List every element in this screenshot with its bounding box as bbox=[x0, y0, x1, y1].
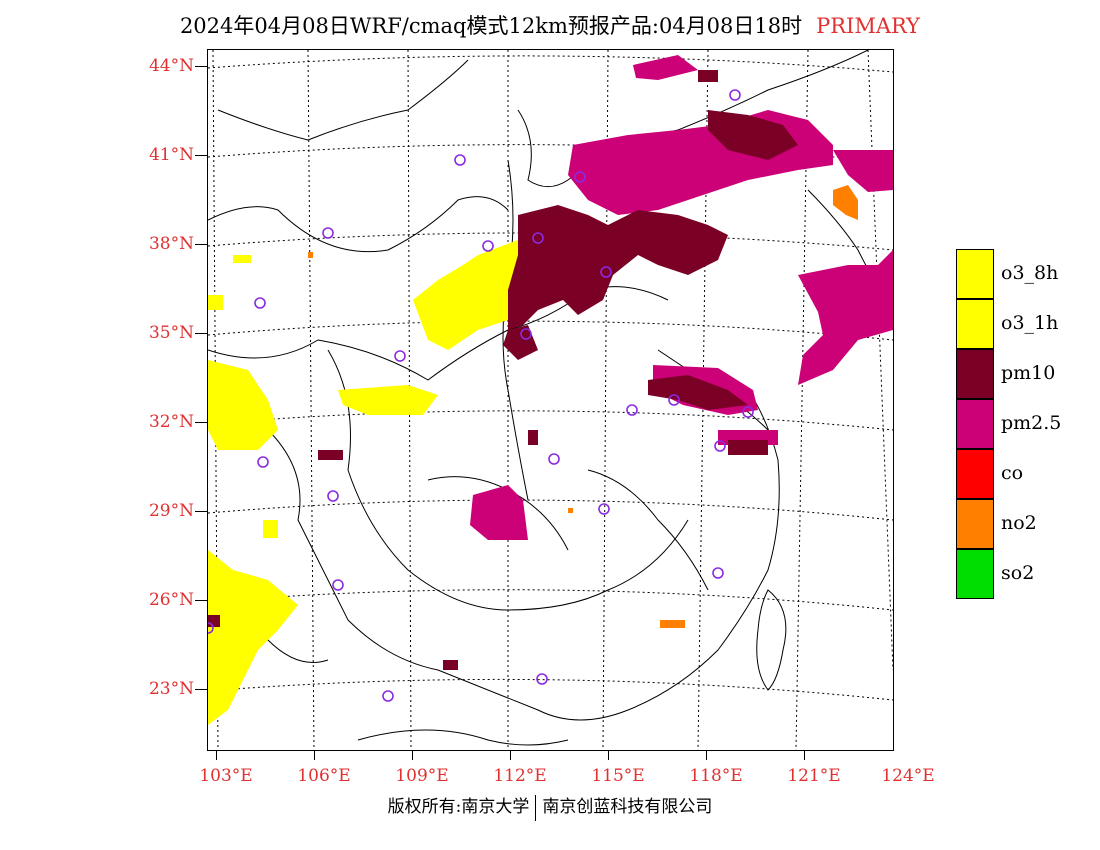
lat-tick bbox=[195, 333, 207, 334]
legend-swatch bbox=[956, 499, 994, 549]
legend-swatch bbox=[956, 549, 994, 599]
station-markers bbox=[208, 89, 754, 702]
lat-label-38: 38°N bbox=[148, 234, 194, 254]
lon-tick bbox=[510, 750, 511, 760]
no2-patches bbox=[308, 185, 858, 628]
lon-label-124: 124°E bbox=[881, 766, 935, 786]
footer-divider bbox=[535, 794, 537, 821]
lon-tick bbox=[608, 750, 609, 760]
lon-tick bbox=[804, 750, 805, 760]
legend-label: no2 bbox=[1001, 512, 1037, 534]
lon-label-121: 121°E bbox=[787, 766, 841, 786]
copyright-footer: 版权所有:南京大学 南京创蓝科技有限公司 bbox=[0, 792, 1100, 821]
legend-swatch bbox=[956, 449, 994, 499]
copyright-left: 版权所有:南京大学 bbox=[387, 797, 530, 817]
lat-label-35: 35°N bbox=[148, 323, 194, 343]
map-canvas bbox=[208, 50, 893, 750]
primary-tag: PRIMARY bbox=[816, 14, 921, 38]
lat-label-29: 29°N bbox=[148, 501, 194, 521]
copyright-right: 南京创蓝科技有限公司 bbox=[542, 797, 713, 817]
lat-tick bbox=[195, 244, 207, 245]
lat-tick bbox=[195, 155, 207, 156]
map-panel bbox=[207, 49, 894, 751]
legend-swatch bbox=[956, 299, 994, 349]
legend-label: so2 bbox=[1001, 562, 1035, 584]
legend-label: pm10 bbox=[1001, 362, 1056, 384]
lon-tick bbox=[216, 750, 217, 760]
lat-label-32: 32°N bbox=[148, 412, 194, 432]
lon-tick bbox=[314, 750, 315, 760]
legend-label: o3_1h bbox=[1001, 312, 1059, 334]
legend-label: co bbox=[1001, 462, 1024, 484]
boundaries bbox=[208, 50, 893, 746]
map-title: 2024年04月08日WRF/cmaq模式12km预报产品:04月08日18时 P… bbox=[0, 10, 1100, 40]
lon-label-106: 106°E bbox=[297, 766, 351, 786]
lat-label-41: 41°N bbox=[148, 145, 194, 165]
lat-tick bbox=[195, 511, 207, 512]
lon-label-118: 118°E bbox=[689, 766, 743, 786]
lon-tick bbox=[412, 750, 413, 760]
lat-tick bbox=[195, 422, 207, 423]
lat-label-23: 23°N bbox=[148, 679, 194, 699]
pm10-patches bbox=[208, 70, 798, 670]
lat-tick bbox=[195, 689, 207, 690]
lat-tick bbox=[195, 600, 207, 601]
map-title-text: 2024年04月08日WRF/cmaq模式12km预报产品:04月08日18时 bbox=[179, 14, 803, 38]
lat-label-44: 44°N bbox=[148, 56, 194, 76]
o3-patches bbox=[208, 240, 893, 725]
legend-swatch bbox=[956, 399, 994, 449]
lon-tick bbox=[706, 750, 707, 760]
lon-label-103: 103°E bbox=[199, 766, 253, 786]
lon-label-112: 112°E bbox=[493, 766, 547, 786]
lat-tick bbox=[195, 66, 207, 67]
lat-label-26: 26°N bbox=[148, 590, 194, 610]
legend-swatch bbox=[956, 349, 994, 399]
lon-label-109: 109°E bbox=[395, 766, 449, 786]
legend-label: pm2.5 bbox=[1001, 412, 1062, 434]
legend-label: o3_8h bbox=[1001, 262, 1059, 284]
lon-label-115: 115°E bbox=[591, 766, 645, 786]
graticule bbox=[208, 50, 893, 750]
legend-swatch bbox=[956, 249, 994, 299]
